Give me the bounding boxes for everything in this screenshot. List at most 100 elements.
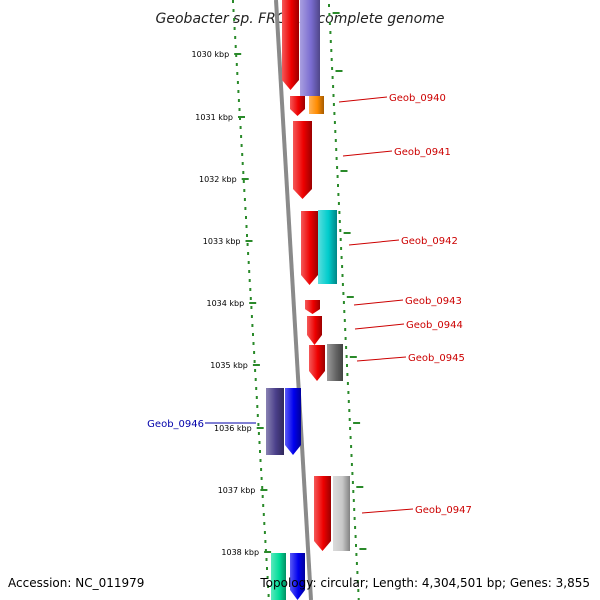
ring-dot [351, 472, 354, 475]
ring-dot [233, 27, 236, 30]
ring-dot [345, 346, 348, 349]
ring-dot [357, 589, 360, 592]
ring-dot [355, 544, 357, 547]
ring-dot [245, 225, 248, 228]
ring-dot [250, 315, 253, 318]
ring-dot [349, 436, 352, 439]
gene-label-geob_0942[interactable]: Geob_0942 [401, 236, 458, 247]
gene-label-geob_0940[interactable]: Geob_0940 [389, 93, 446, 104]
gene-label-geob_0943[interactable]: Geob_0943 [405, 296, 462, 307]
ring-dot [256, 405, 259, 408]
gene-feature-geob_0942[interactable] [318, 210, 337, 284]
ring-dot [354, 526, 357, 529]
scale-tick-label: 1033 kbp [203, 237, 241, 246]
ring-dot [346, 373, 349, 376]
ring-dot [353, 517, 356, 520]
inner-tick [346, 296, 354, 298]
ring-dot [232, 9, 235, 12]
gene-feature[interactable] [290, 96, 305, 116]
scale-tick-label: 1036 kbp [214, 424, 252, 433]
ring-dot [348, 418, 351, 421]
label-leader-line [361, 508, 414, 514]
scale-tick-label: 1037 kbp [218, 486, 256, 495]
inner-tick [353, 422, 361, 424]
ring-dot [239, 126, 242, 129]
ring-dot [259, 450, 261, 453]
ring-dot [332, 85, 335, 88]
ring-dot [332, 94, 335, 97]
ring-dot [350, 445, 353, 448]
gene-feature-geob_0940[interactable] [309, 96, 324, 114]
ring-dot [348, 409, 351, 412]
ring-dot [334, 130, 337, 133]
ring-dot [242, 180, 245, 183]
gene-feature[interactable] [314, 476, 331, 551]
ring-dot [339, 238, 342, 241]
ring-dot [251, 324, 254, 327]
ring-dot [345, 355, 348, 358]
gene-feature[interactable] [301, 211, 318, 285]
ring-dot [337, 202, 340, 205]
scale-tick-label: 1034 kbp [206, 299, 244, 308]
ring-dot [234, 36, 237, 39]
ring-dot [258, 441, 261, 444]
ring-dot [347, 391, 350, 394]
ring-dot [257, 423, 260, 426]
ring-dot [249, 288, 252, 291]
inner-tick [356, 486, 364, 488]
ring-dot [332, 103, 335, 106]
inner-tick [343, 232, 351, 234]
ring-dot [236, 81, 239, 84]
scale-tick [260, 489, 268, 491]
gene-feature[interactable] [290, 553, 305, 600]
ring-dot [234, 45, 237, 48]
gene-feature-geob_0944[interactable] [307, 316, 322, 345]
gene-track [266, 0, 350, 600]
ring-dot [264, 540, 267, 543]
ring-dot [347, 400, 350, 403]
ring-dot [351, 481, 354, 484]
ring-dot [267, 594, 270, 597]
gene-feature[interactable] [300, 0, 320, 96]
outer-dotted-ring [232, 0, 270, 597]
gene-label-geob_0941[interactable]: Geob_0941 [394, 147, 451, 158]
scale-tick [245, 240, 253, 242]
gene-feature[interactable] [271, 553, 286, 600]
ring-dot [247, 252, 250, 255]
ring-dot [267, 585, 270, 588]
gene-labels: Geob_0940 Geob_0941 Geob_0942 Geob_0943 Geob… [147, 93, 472, 516]
ring-dot [338, 220, 341, 223]
ring-dot [354, 535, 357, 538]
gene-feature-geob_0947[interactable] [333, 476, 350, 551]
ring-dot [243, 198, 246, 201]
ring-dot [246, 243, 249, 246]
ring-dot [254, 369, 257, 372]
scale-tick [252, 364, 260, 366]
gene-feature-geob_0946[interactable] [266, 388, 284, 455]
ring-dot [340, 256, 343, 259]
ring-dot [238, 108, 241, 111]
ring-dot [344, 328, 347, 331]
ring-dot [235, 54, 238, 57]
ring-dot [256, 414, 259, 417]
scale-tick [256, 427, 264, 429]
gene-label-geob_0946[interactable]: Geob_0946 [147, 419, 204, 430]
gene-feature-geob_0945[interactable] [327, 344, 343, 381]
gene-feature-geob_0941[interactable] [293, 121, 312, 199]
ring-dot [340, 247, 343, 250]
scale-tick [238, 116, 245, 118]
gene-feature[interactable] [282, 0, 299, 90]
accession-text: Accession: NC_011979 [8, 576, 145, 590]
scale-tick [241, 178, 249, 180]
ring-dot [262, 513, 265, 516]
gene-label-geob_0947[interactable]: Geob_0947 [415, 505, 472, 516]
gene-label-geob_0944[interactable]: Geob_0944 [406, 320, 463, 331]
gene-feature[interactable] [309, 345, 325, 381]
ring-dot [263, 531, 266, 534]
ring-dot [341, 283, 344, 286]
gene-feature-geob_0943[interactable] [305, 300, 320, 314]
ring-dot [237, 90, 240, 93]
gene-label-geob_0945[interactable]: Geob_0945 [408, 353, 465, 364]
ring-dot [343, 319, 346, 322]
gene-feature[interactable] [285, 388, 301, 455]
